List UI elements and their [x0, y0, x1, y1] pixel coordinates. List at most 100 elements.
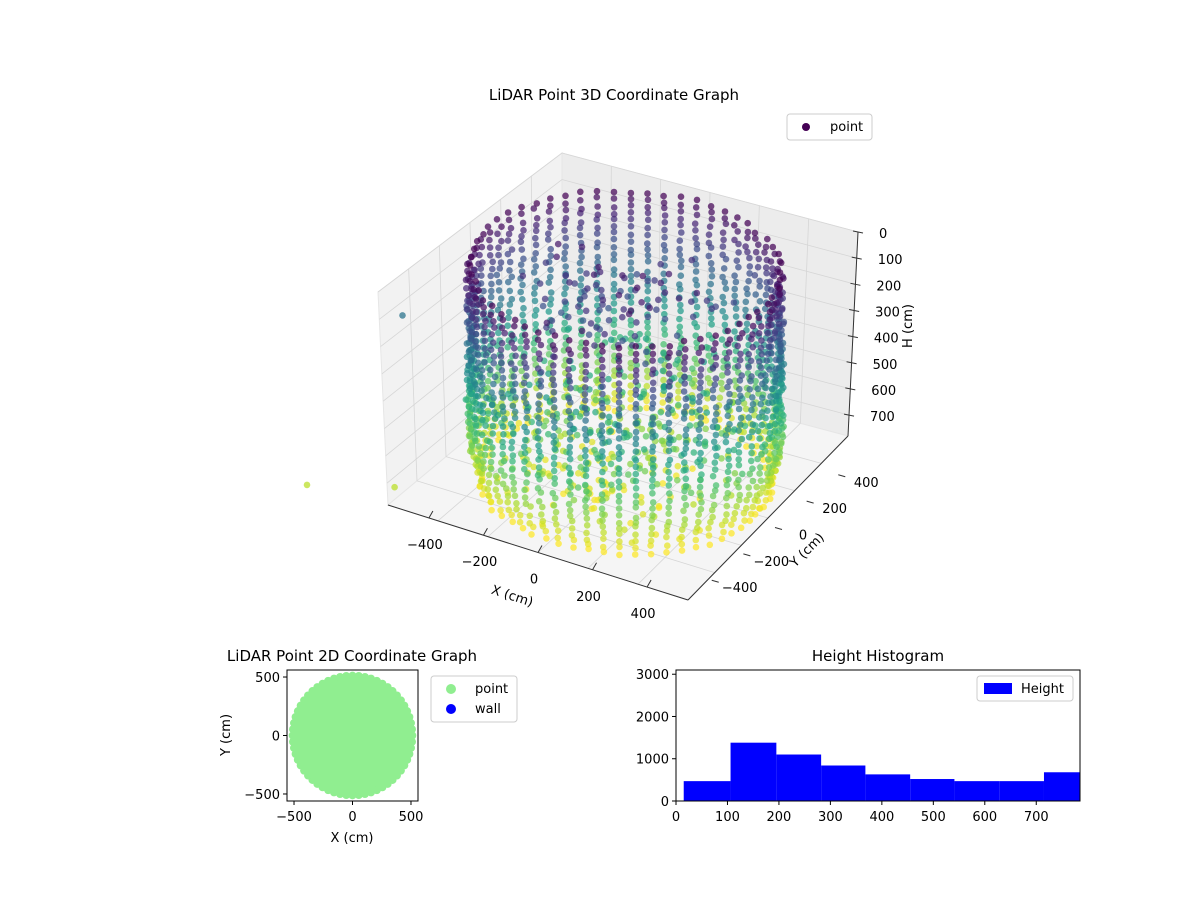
point-3d: [720, 528, 727, 536]
point-3d: [510, 373, 518, 380]
point-3d: [649, 414, 657, 422]
point-3d: [678, 533, 685, 541]
point-3d: [673, 332, 681, 340]
point-3d: [554, 534, 561, 542]
point-3d: [489, 265, 496, 273]
point-2d: [407, 743, 416, 752]
point-3d: [504, 492, 512, 500]
point-3d: [593, 377, 600, 384]
point-3d: [512, 380, 519, 388]
point-3d: [659, 367, 667, 375]
point-3d: [719, 251, 726, 259]
point-3d: [478, 470, 486, 477]
point-3d: [547, 202, 554, 210]
point-3d: [468, 448, 476, 456]
legend-histogram: Height: [976, 675, 1074, 702]
point-3d: [576, 267, 584, 275]
point-3d: [692, 261, 700, 268]
point-3d: [697, 505, 705, 513]
point-3d: [598, 477, 606, 485]
histogram-bar: [999, 781, 1044, 801]
point-3d: [488, 401, 496, 409]
point-3d: [610, 223, 618, 230]
point-3d: [481, 359, 488, 366]
point-3d: [661, 254, 668, 262]
point-3d: [615, 364, 623, 372]
grid-back-vertical: [799, 218, 810, 424]
point-3d: [724, 369, 731, 376]
point-3d: [550, 389, 558, 396]
point-3d: [755, 241, 762, 248]
point-3d: [538, 511, 545, 518]
point-3d: [718, 372, 726, 379]
point-3d: [660, 241, 668, 249]
point-3d: [480, 330, 488, 338]
grid-left-vertical: [438, 245, 447, 457]
point-3d: [610, 329, 618, 337]
point-3d: [607, 427, 614, 435]
point-3d: [473, 323, 481, 331]
histogram-title: Height Histogram: [812, 647, 944, 665]
point-3d: [749, 421, 757, 428]
point-3d: [740, 428, 747, 436]
point-3d: [769, 413, 777, 421]
point-3d: [499, 316, 507, 324]
point-3d: [770, 301, 778, 308]
point-3d: [678, 257, 685, 265]
point-3d: [506, 301, 514, 308]
point-3d: [735, 476, 742, 484]
point-3d: [498, 359, 505, 367]
point-3d: [566, 279, 573, 286]
point-3d: [660, 383, 668, 390]
point-3d: [549, 369, 557, 377]
point-3d: [712, 340, 719, 347]
point-3d: [610, 210, 618, 218]
point-3d: [690, 501, 697, 508]
point-3d: [678, 540, 686, 548]
points-3d: [303, 187, 788, 559]
point-3d: [536, 392, 543, 399]
point-3d: [535, 406, 543, 414]
point-3d: [585, 331, 593, 339]
point-3d: [697, 379, 704, 386]
point-3d: [678, 229, 685, 236]
point-3d: [473, 430, 481, 437]
point-3d: [663, 549, 670, 556]
point-3d: [565, 500, 573, 508]
point-3d: [499, 443, 507, 451]
point-3d: [743, 504, 750, 512]
point-3d: [532, 306, 540, 314]
point-3d: [764, 235, 771, 243]
point-3d: [739, 470, 746, 478]
point-3d: [746, 270, 753, 277]
point-3d: [642, 335, 650, 343]
point-3d: [567, 414, 574, 422]
point-3d: [544, 236, 552, 243]
point-3d: [610, 228, 618, 236]
point-3d: [582, 376, 589, 383]
point-3d: [632, 343, 640, 350]
point-3d: [682, 432, 689, 439]
point-3d: [530, 463, 537, 471]
h-tick-3d-mark: [852, 230, 864, 234]
point-3d: [632, 514, 640, 522]
point-3d: [485, 492, 493, 500]
point-3d: [632, 367, 640, 374]
point-3d: [773, 372, 780, 380]
point-2d: [408, 731, 417, 740]
point-3d: [660, 199, 668, 207]
point-3d: [535, 419, 543, 427]
point-3d: [615, 371, 623, 378]
point-3d: [720, 299, 728, 307]
point-3d: [583, 410, 590, 417]
point-3d: [705, 288, 713, 296]
point-3d: [616, 538, 623, 545]
point-3d: [693, 211, 701, 219]
grid-horizontal: [386, 338, 850, 484]
point-3d: [474, 457, 482, 465]
point-3d: [616, 543, 623, 551]
point-3d: [495, 278, 503, 286]
point-3d: [682, 501, 690, 509]
point-3d: [517, 261, 525, 269]
point-3d: [561, 362, 568, 369]
